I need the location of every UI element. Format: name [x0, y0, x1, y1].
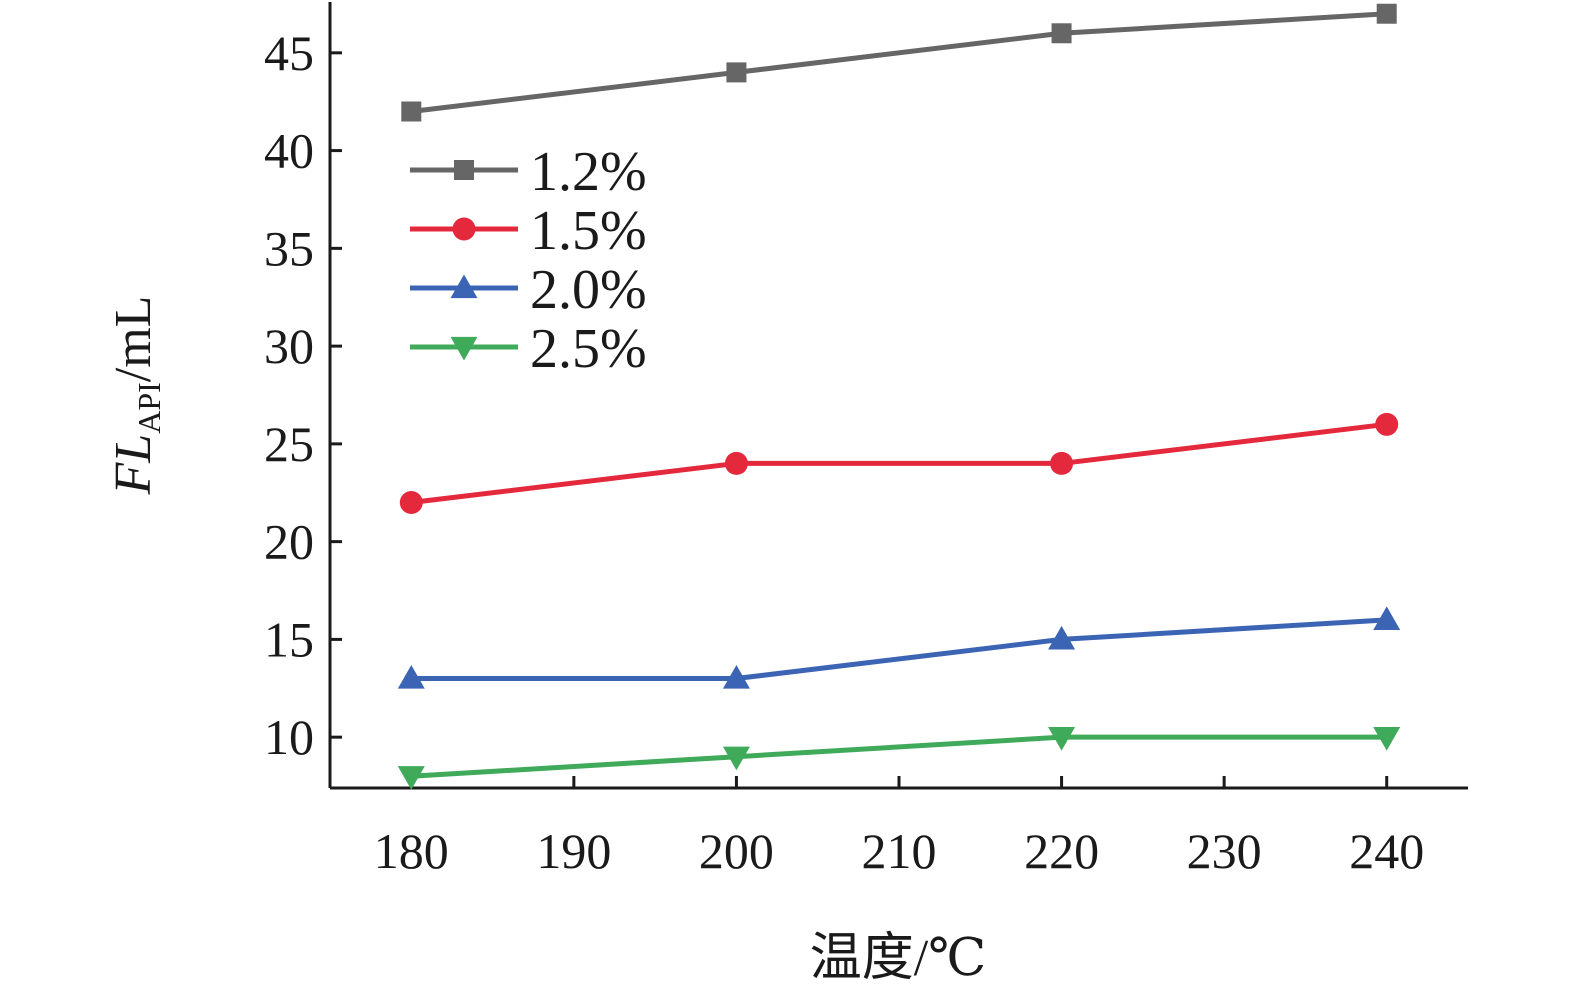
- y-ticks: 10 15 20 25 30 35 40 45: [264, 25, 342, 765]
- data-point: [1051, 23, 1072, 44]
- series-line-1: [410, 11, 1387, 114]
- x-tick-label: 240: [1349, 823, 1424, 879]
- x-tick-label: 180: [374, 823, 449, 879]
- y-axis-title-sub: API: [131, 382, 167, 434]
- data-point: [401, 101, 422, 122]
- legend: 1.2%1.5%2.0%2.5%: [410, 141, 647, 380]
- legend-marker: [450, 336, 478, 361]
- data-point: [399, 491, 423, 515]
- data-point: [397, 665, 425, 689]
- series-lines: [410, 11, 1388, 779]
- data-point: [722, 665, 750, 689]
- data-point: [1373, 727, 1401, 751]
- y-tick-label: 45: [264, 25, 314, 81]
- y-tick-label: 10: [264, 709, 314, 765]
- series-line-4: [411, 734, 1387, 779]
- legend-label: 1.2%: [530, 141, 647, 203]
- legend-label: 1.5%: [530, 200, 647, 262]
- y-axis-title: FLAPI/mL: [105, 296, 167, 496]
- data-point: [1375, 412, 1399, 436]
- data-point: [1376, 3, 1397, 24]
- data-point: [726, 62, 747, 83]
- axes: [328, 2, 1468, 790]
- y-tick-label: 35: [264, 220, 314, 276]
- legend-marker: [452, 217, 476, 241]
- legend-marker: [450, 274, 478, 299]
- series-line-3: [411, 617, 1387, 682]
- y-tick-label: 30: [264, 318, 314, 374]
- data-point: [724, 451, 748, 475]
- data-point: [1373, 606, 1401, 630]
- y-tick-label: 40: [264, 123, 314, 179]
- x-tick-label: 210: [862, 823, 937, 879]
- x-tick-label: 190: [536, 823, 611, 879]
- series-line-2: [410, 421, 1388, 506]
- x-ticks: 180 190 200 210 220 230 240: [374, 776, 1424, 879]
- data-point: [1048, 625, 1076, 650]
- data-point: [397, 766, 425, 790]
- y-axis-title-unit: /mL: [105, 296, 162, 383]
- data-point: [722, 746, 750, 771]
- x-tick-label: 200: [699, 823, 774, 879]
- legend-marker: [454, 160, 474, 180]
- x-tick-label: 220: [1024, 823, 1099, 879]
- legend-label: 2.0%: [530, 259, 647, 321]
- x-tick-label: 230: [1187, 823, 1262, 879]
- y-tick-label: 15: [264, 611, 314, 667]
- y-tick-label: 20: [264, 514, 314, 570]
- data-point: [1048, 727, 1076, 751]
- legend-label: 2.5%: [530, 318, 647, 380]
- series-markers: [397, 3, 1401, 790]
- x-axis-title: 温度/℃: [810, 930, 987, 987]
- data-point: [1050, 451, 1074, 475]
- y-tick-label: 25: [264, 416, 314, 472]
- y-axis-title-main: FL: [105, 434, 162, 496]
